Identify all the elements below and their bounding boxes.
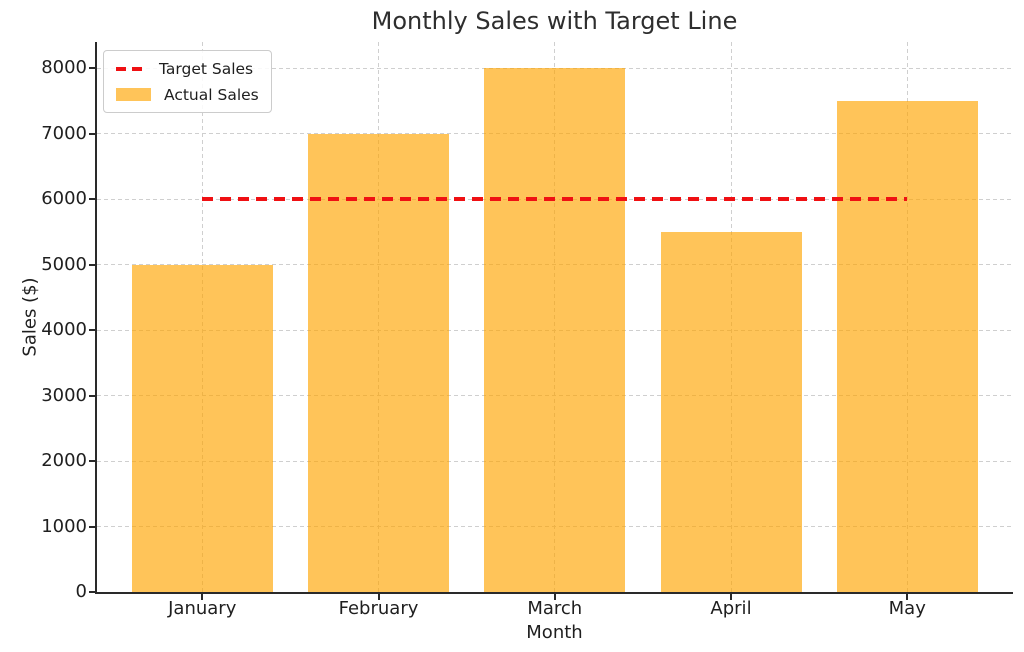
bars-layer	[97, 42, 1014, 592]
y-tick-mark	[89, 329, 95, 332]
y-tick-label-3000: 3000	[41, 384, 87, 406]
y-axis-label: Sales ($)	[19, 277, 41, 357]
x-tick-mark	[906, 594, 909, 600]
legend-label-target-sales: Target Sales	[159, 59, 254, 78]
legend-label-actual-sales: Actual Sales	[164, 85, 259, 104]
chart-title: Monthly Sales with Target Line	[371, 7, 738, 35]
y-tick-mark	[89, 263, 95, 266]
y-tick-label-7000: 7000	[41, 122, 87, 144]
y-tick-mark	[89, 67, 95, 70]
target-sales-line	[202, 197, 908, 202]
y-tick-mark	[89, 525, 95, 528]
y-tick-mark	[89, 198, 95, 201]
legend-swatch-actual-sales	[116, 88, 151, 101]
x-axis-spine	[94, 592, 1013, 594]
x-tick-mark	[730, 594, 732, 600]
y-tick-label-8000: 8000	[41, 57, 87, 79]
y-tick-label-5000: 5000	[41, 253, 87, 275]
x-tick-mark	[553, 594, 556, 600]
x-tick-label-february: February	[338, 598, 419, 619]
x-tick-mark	[377, 594, 380, 600]
y-tick-label-1000: 1000	[41, 515, 87, 537]
x-tick-label-january: January	[168, 598, 237, 619]
y-tick-mark	[89, 460, 95, 463]
y-tick-label-0: 0	[75, 581, 87, 602]
x-tick-mark	[201, 594, 204, 600]
legend-item-target-sales: Target Sales	[116, 58, 259, 79]
y-tick-mark	[89, 591, 95, 593]
x-tick-label-may: May	[888, 598, 926, 619]
y-tick-label-6000: 6000	[41, 188, 87, 210]
legend-swatch-target-sales	[116, 66, 146, 71]
bar-january	[131, 264, 273, 592]
y-axis-spine	[94, 42, 97, 594]
x-tick-label-march: March	[527, 598, 583, 619]
bar-may	[836, 100, 978, 592]
x-axis-label: Month	[526, 622, 583, 643]
y-tick-label-4000: 4000	[41, 319, 87, 341]
bar-april	[660, 231, 802, 592]
bar-march	[484, 68, 626, 592]
legend: Target Sales Actual Sales	[103, 50, 272, 113]
y-tick-mark	[89, 132, 95, 135]
x-tick-label-april: April	[710, 598, 752, 619]
y-tick-label-2000: 2000	[41, 450, 87, 472]
plot-area: Target Sales Actual Sales	[96, 42, 1014, 592]
bar-february	[308, 133, 449, 592]
legend-item-actual-sales: Actual Sales	[116, 84, 259, 105]
y-tick-mark	[89, 394, 95, 397]
